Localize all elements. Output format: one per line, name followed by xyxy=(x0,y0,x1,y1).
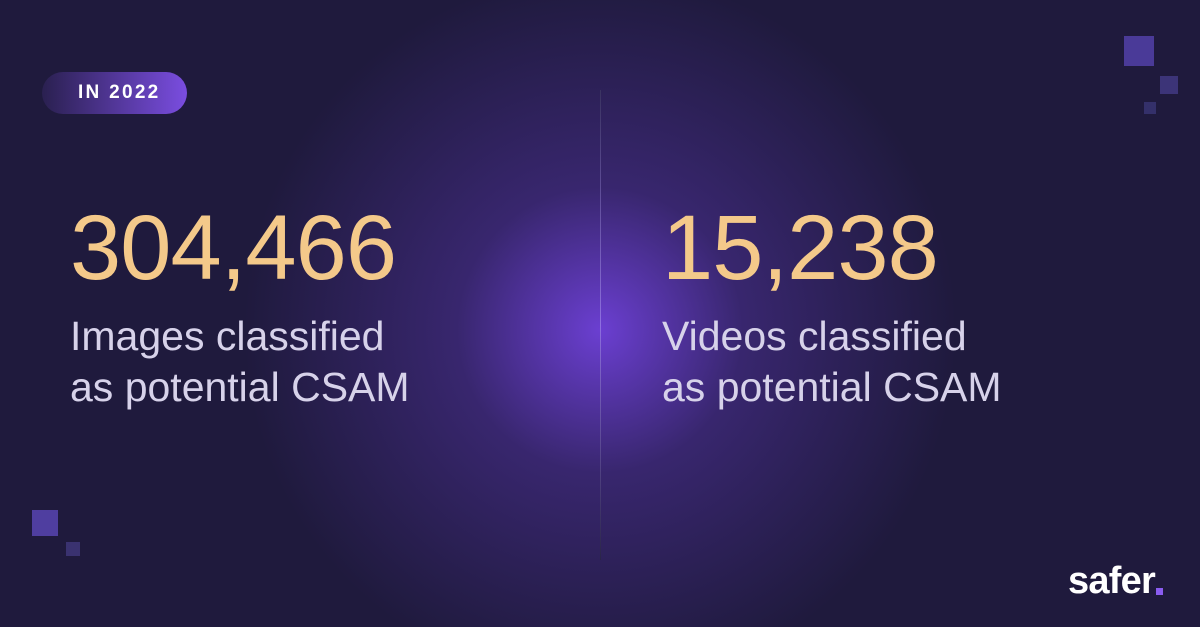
stat-images-label: Images classified as potential CSAM xyxy=(70,311,410,414)
stat-videos-label-line1: Videos classified xyxy=(662,313,967,359)
square-decoration xyxy=(1160,76,1178,94)
stat-images-value: 304,466 xyxy=(70,200,410,297)
stat-images-label-line1: Images classified xyxy=(70,313,384,359)
center-divider xyxy=(600,90,601,560)
year-badge: IN 2022 xyxy=(42,72,187,114)
stat-videos-value: 15,238 xyxy=(662,200,1002,297)
safer-logo: safer xyxy=(1068,560,1163,603)
year-badge-label: IN 2022 xyxy=(78,82,161,104)
square-decoration xyxy=(32,510,58,536)
square-decoration xyxy=(1144,102,1156,114)
logo-text: safer xyxy=(1068,560,1155,603)
infographic-canvas: IN 2022 304,466 Images classified as pot… xyxy=(0,0,1200,627)
stat-videos: 15,238 Videos classified as potential CS… xyxy=(662,200,1002,413)
stat-images: 304,466 Images classified as potential C… xyxy=(70,200,410,413)
stat-images-label-line2: as potential CSAM xyxy=(70,364,410,410)
logo-dot xyxy=(1156,588,1163,595)
square-decoration xyxy=(66,542,80,556)
stat-videos-label-line2: as potential CSAM xyxy=(662,364,1002,410)
stat-videos-label: Videos classified as potential CSAM xyxy=(662,311,1002,414)
square-decoration xyxy=(1124,36,1154,66)
